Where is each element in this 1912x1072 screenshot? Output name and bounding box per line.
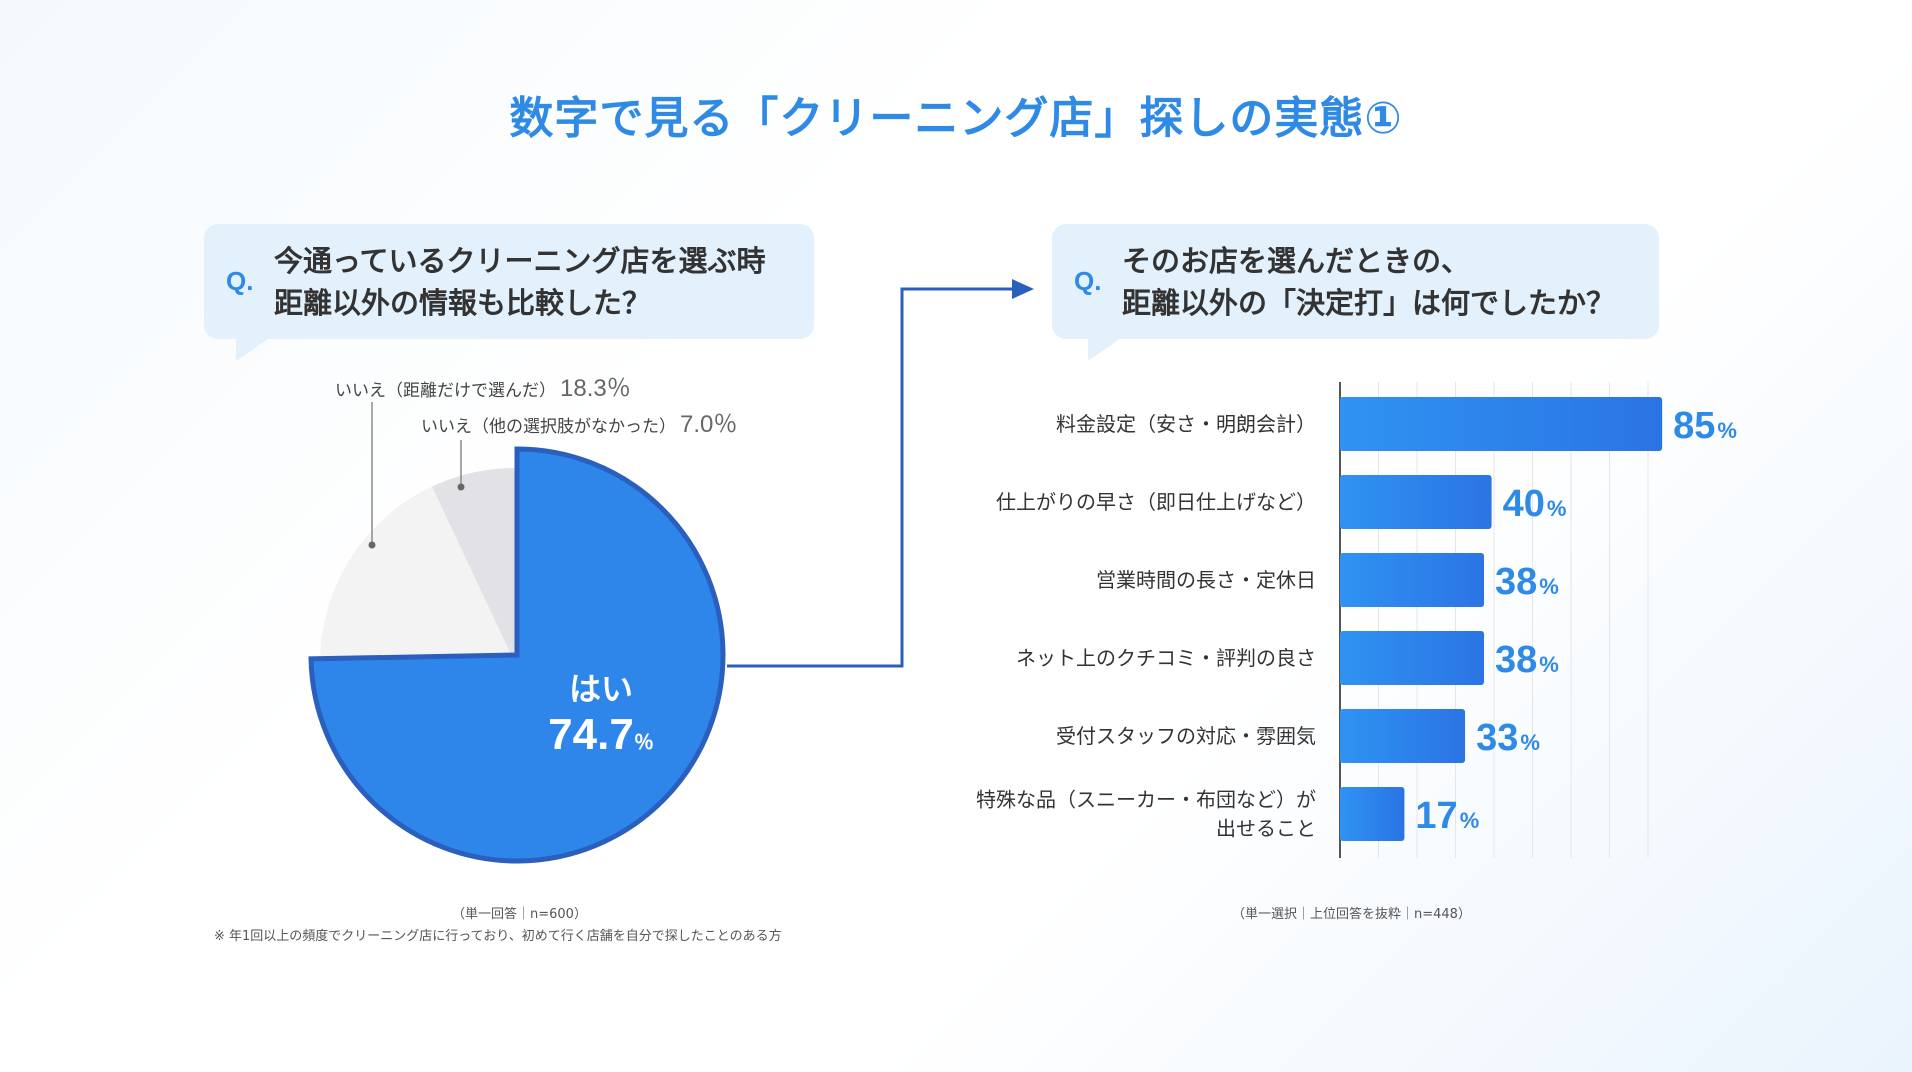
bar-value-label: 38% [1495,561,1559,603]
leader-dot [457,483,465,491]
bar [1340,631,1485,685]
page-title: 数字で見る「クリーニング店」探しの実態① [509,93,1403,144]
bar [1340,553,1485,607]
bar-category-label: 仕上がりの早さ（即日仕上げなど） [996,490,1316,514]
pie-label-percent: 18.3％ [560,375,631,402]
bar-category-label: 受付スタッフの対応・雰囲気 [1056,724,1316,748]
pie-label-text: いいえ（距離だけで選んだ） [335,381,556,401]
pie-label-text: いいえ（他の選択肢がなかった） [421,417,676,437]
pie-label-no-other-options: いいえ（他の選択肢がなかった） 7.0％ [421,404,737,439]
bar-category-label: 出せること [1216,817,1316,841]
bar-category-label: 特殊な品（スニーカー・布団など）が [976,788,1316,812]
yes-unit: ％ [633,732,654,754]
bar [1340,787,1405,841]
question-2-line-1: そのお店を選んだときの、 [1122,243,1471,278]
bar-chart: 料金設定（安さ・明朗会計） 85% 仕上がりの早さ（即日仕上げなど） 40% 営業時間の… [976,397,1737,841]
question-1-line-1: 今通っているクリーニング店を選ぶ時 [274,243,766,278]
bubble-tail [1088,339,1120,361]
bar-value-label: 33% [1476,717,1540,759]
bar-value-label: 17% [1415,795,1479,837]
connector-line [727,287,1014,668]
pie-slice-no-distance-only [320,486,515,667]
pie-leader-lines [368,402,465,549]
bar-value-label: 85% [1673,405,1737,447]
bar [1340,397,1663,451]
connector-arrowhead [1012,279,1034,299]
bar-value-label: 38% [1495,639,1559,681]
question-mark-label: Q. [226,266,254,296]
pie-sample-note: （単一回答｜n=600） [452,907,587,922]
leader-dot [368,541,376,549]
pie-label-yes-text: はい [568,670,633,708]
pie-chart [308,446,726,864]
question-2-text: そのお店を選んだときの、 距離以外の「決定打」は何でしたか？ [1122,240,1615,324]
pie-slice-yes [308,446,726,864]
question-1-bubble: Q. 今通っているクリーニング店を選ぶ時 距離以外の情報も比較した？ [204,224,814,361]
bar-category-label: ネット上のクチコミ・評判の良さ [1016,646,1316,670]
bar-category-label: 営業時間の長さ・定休日 [1096,568,1316,592]
pie-label-percent: 7.0％ [680,411,738,438]
bar-value-label: 40% [1503,483,1567,525]
bar-gridlines [1339,382,1649,858]
bar-category-label: 料金設定（安さ・明朗会計） [1056,412,1316,436]
question-mark-label: Q. [1074,266,1102,296]
bar [1340,709,1466,763]
bubble-tail [236,339,268,361]
pie-label-yes: はい 74.7％ [501,664,701,760]
yes-number: 74.7 [548,710,634,759]
pie-label-yes-value: 74.7％ [501,710,701,760]
pie-label-no-distance-only: いいえ（距離だけで選んだ） 18.3％ [335,368,631,403]
question-1-line-2: 距離以外の情報も比較した？ [274,285,652,320]
question-2-line-2: 距離以外の「決定打」は何でしたか？ [1122,285,1616,320]
footnote: ※ 年1回以上の頻度でクリーニング店に行っており、初めて行く店舗を自分で探したこ… [214,929,782,944]
bar [1340,475,1492,529]
connector-arrow [727,279,1034,668]
pie-slice-no-other-options [431,468,515,663]
question-1-text: 今通っているクリーニング店を選ぶ時 距離以外の情報も比較した？ [274,240,766,324]
bar-sample-note: （単一選択｜上位回答を抜粋｜n=448） [1232,907,1471,922]
question-2-bubble: Q. そのお店を選んだときの、 距離以外の「決定打」は何でしたか？ [1052,224,1659,361]
